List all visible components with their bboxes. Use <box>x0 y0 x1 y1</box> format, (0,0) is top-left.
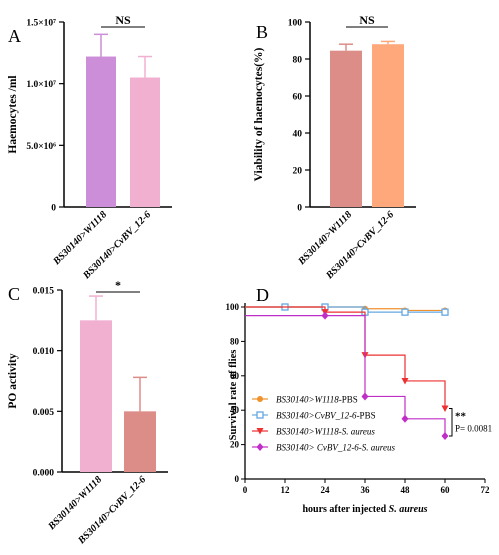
bar <box>80 320 112 472</box>
y-tick-label: 80 <box>230 336 240 346</box>
series-3 <box>245 311 449 440</box>
series-line <box>245 306 446 409</box>
data-point <box>321 311 329 320</box>
x-tick-label: 60 <box>441 485 451 495</box>
legend-entry-suffix: -PBS <box>357 411 376 421</box>
y-tick-label: 0.015 <box>33 287 55 297</box>
legend-entry-italic: BS30140>CvBV_12-6 <box>276 411 357 421</box>
y-tick-label: 1.0×10⁷ <box>26 80 56 90</box>
y-tick-label: 40 <box>230 405 240 415</box>
data-point <box>401 414 409 423</box>
p-value-label: P= 0.0081 <box>455 423 492 433</box>
x-tick-label: 0 <box>243 485 248 495</box>
x-axis-label: hours after injected S. aureus <box>302 504 427 515</box>
legend-entry-suffix: -PBS <box>339 395 358 405</box>
y-axis-label: Survival rate of flies <box>228 350 239 441</box>
y-tick-label: 40 <box>293 130 303 140</box>
legend-entry: BS30140>CvBV_12-6-PBS <box>276 411 376 421</box>
x-tick-label: 36 <box>361 485 371 495</box>
y-tick-label: 60 <box>293 93 303 103</box>
legend: BS30140>W1118-PBSBS30140>CvBV_12-6-PBSBS… <box>252 395 395 453</box>
bar <box>372 44 404 208</box>
data-point <box>257 396 263 402</box>
x-tick-label: 72 <box>481 485 491 495</box>
legend-entry: BS30140> CvBV_12-6-S. aureus <box>276 443 395 453</box>
y-tick-label: 1.5×10⁷ <box>26 19 56 29</box>
x-axis-label-prefix: hours after injected <box>302 504 388 515</box>
legend-entry: BS30140>W1118-PBS <box>276 395 358 405</box>
series-line <box>245 315 446 436</box>
y-tick-label: 5.0×10⁶ <box>26 142 56 152</box>
data-point <box>441 405 449 412</box>
y-tick-label: 20 <box>230 440 240 450</box>
y-tick-label: 0 <box>297 204 302 214</box>
data-point <box>256 443 264 451</box>
y-tick-label: 60 <box>230 371 240 381</box>
chart-panel-d: D 0 20 40 60 80 100 0 12 24 36 48 60 72 Survival rate … <box>226 285 493 515</box>
panel-label: D <box>256 285 269 305</box>
x-tick-label: 24 <box>321 485 331 495</box>
bar <box>330 50 362 207</box>
panel-label: C <box>8 284 20 304</box>
bar <box>124 411 156 472</box>
y-tick-label: 20 <box>293 167 303 177</box>
y-tick-label: 100 <box>226 302 240 312</box>
data-point <box>361 392 369 401</box>
significance-bracket <box>449 407 453 437</box>
panel-label: A <box>8 26 21 46</box>
legend-entry-italic: BS30140> CvBV_12-6-S. aureus <box>276 443 395 453</box>
significance-label: NS <box>359 13 375 27</box>
y-tick-label: 80 <box>293 56 303 66</box>
y-axis-label: Viability of haemocytes(%) <box>253 47 265 181</box>
data-point <box>441 308 449 316</box>
legend-entry-italic: BS30140>W1118 <box>276 395 339 405</box>
data-point <box>441 432 449 440</box>
y-axis-label: Haemocytes /ml <box>7 75 19 153</box>
y-tick-label: 0 <box>235 474 240 484</box>
y-tick-label: 0.000 <box>33 469 55 479</box>
y-tick-label: 0 <box>51 204 56 214</box>
panel-label: B <box>256 22 268 42</box>
bar <box>86 56 116 208</box>
data-point <box>256 411 264 419</box>
legend-entry: BS30140>W1118-S. aureus <box>276 427 375 437</box>
series-line <box>245 306 445 313</box>
y-tick-label: 0.005 <box>33 408 55 418</box>
y-tick-label: 0.010 <box>33 347 55 357</box>
legend-entry-italic: BS30140>W1118-S. aureus <box>276 427 375 437</box>
x-tick-label: 48 <box>401 485 411 495</box>
y-axis-label: PO activity <box>7 353 19 408</box>
data-point <box>256 428 264 435</box>
x-axis-label-italic: S. aureus <box>389 504 428 515</box>
data-point <box>401 377 409 385</box>
significance-label: * <box>115 278 121 292</box>
significance-label: ** <box>455 410 467 422</box>
bar <box>130 77 160 207</box>
series-1 <box>245 303 449 316</box>
x-tick-label: 12 <box>281 485 291 495</box>
significance-label: NS <box>115 13 131 27</box>
data-point <box>401 308 409 316</box>
y-tick-label: 100 <box>288 19 303 29</box>
